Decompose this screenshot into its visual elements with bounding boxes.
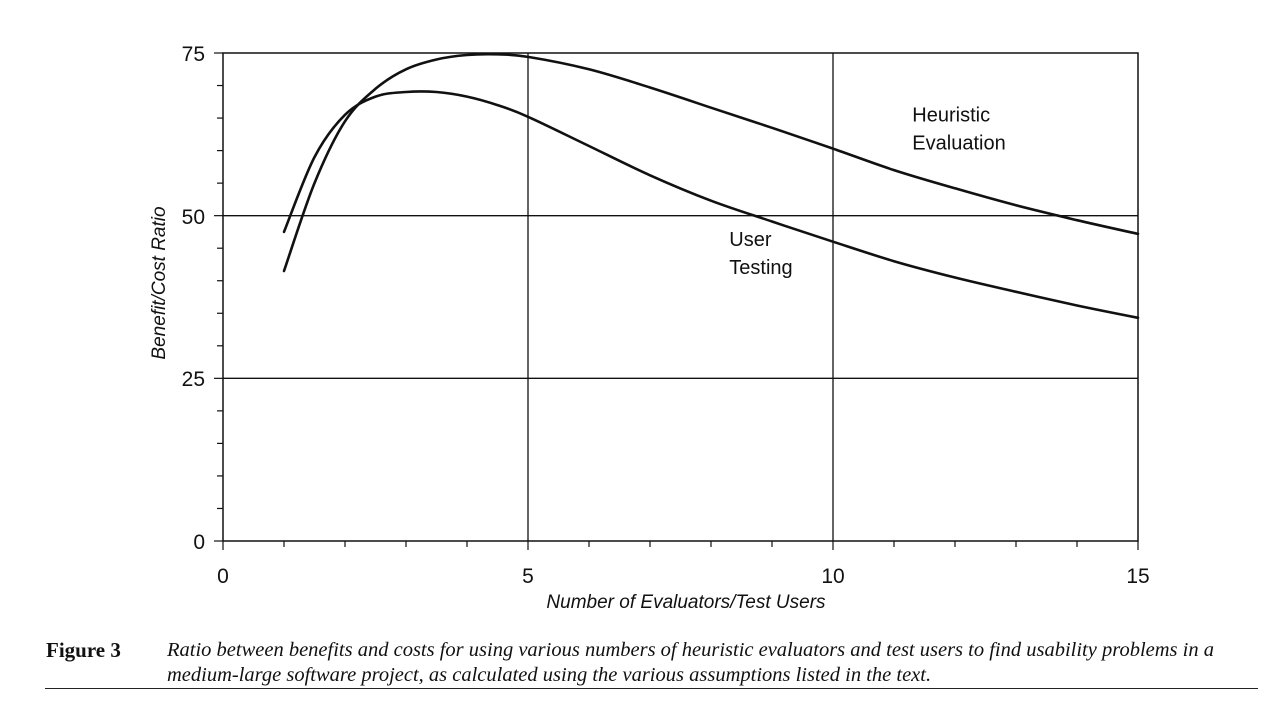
series-line-user-testing (282, 90, 1140, 320)
y-tick-label-25: 25 (182, 368, 205, 391)
caption-text: Ratio between benefits and costs for usi… (167, 639, 1214, 686)
figure-caption: Figure 3 Ratio between benefits and cost… (0, 636, 1280, 696)
y-tick-label-75: 75 (182, 43, 205, 66)
series-labels: Heuristic Evaluation User Testing (729, 104, 1005, 279)
series-label-heuristic-evaluation: Heuristic Evaluation (912, 104, 1005, 154)
y-axis-title: Benefit/Cost Ratio (149, 206, 170, 359)
gridlines (223, 53, 1138, 541)
x-tick-label-5: 5 (522, 565, 534, 588)
x-tick-label-10: 10 (821, 565, 844, 588)
figure-label: Figure 3 (46, 638, 121, 662)
y-tick-label-0: 0 (193, 531, 205, 554)
series-label-user-testing: User Testing (729, 229, 792, 279)
x-tick-label-0: 0 (217, 565, 229, 588)
x-axis-title: Number of Evaluators/Test Users (546, 592, 826, 613)
axis-ticks (214, 52, 1139, 550)
series-line-heuristic-evaluation (282, 52, 1140, 273)
y-tick-label-50: 50 (182, 206, 205, 229)
plot-area-frame (222, 52, 1139, 542)
caption-divider (45, 688, 1258, 689)
x-tick-label-15: 15 (1126, 565, 1149, 588)
series-lines (282, 52, 1140, 320)
